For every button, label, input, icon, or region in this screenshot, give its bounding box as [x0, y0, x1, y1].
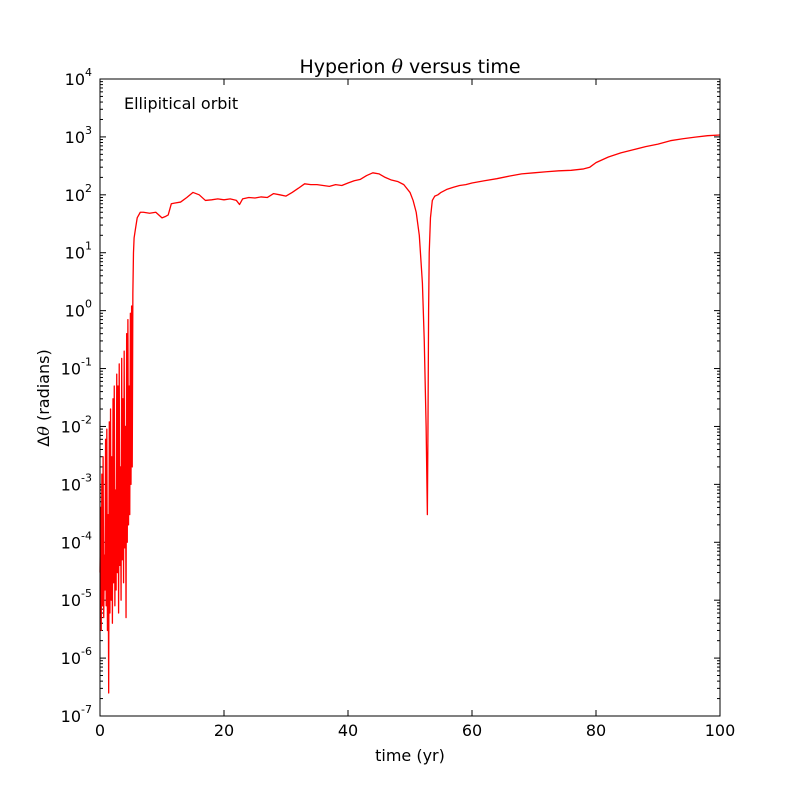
annotation-text: Ellipitical orbit: [124, 94, 238, 113]
plot-frame: [99, 78, 721, 717]
y-tick-label: 10-4: [61, 529, 92, 552]
x-tick-label: 80: [586, 721, 606, 740]
plot-area: [100, 79, 720, 716]
series-line: [99, 134, 721, 694]
y-tick-label: 10-6: [61, 645, 92, 668]
y-tick-label: 100: [65, 298, 92, 321]
y-tick-label: 104: [65, 66, 92, 89]
x-axis-ticks: 0 20 40 60 80 100: [95, 79, 735, 740]
y-tick-label: 10-3: [61, 471, 92, 494]
x-tick-label: 40: [338, 721, 358, 740]
y-tick-label: 10-2: [61, 413, 92, 436]
y-tick-label: 10-7: [61, 703, 92, 726]
x-tick-label: 100: [705, 721, 736, 740]
x-tick-label: 20: [214, 721, 234, 740]
y-tick-label: 103: [65, 124, 92, 147]
x-axis-label: time (yr): [375, 746, 445, 765]
y-tick-label: 102: [65, 182, 92, 205]
y-tick-label: 10-5: [61, 587, 92, 610]
chart-title: Hyperion θ versus time: [299, 56, 520, 78]
y-axis-label: Δθ (radians): [34, 349, 53, 446]
y-tick-label: 10-1: [61, 356, 92, 379]
series-group: [99, 134, 721, 694]
x-tick-label: 60: [462, 721, 482, 740]
x-tick-label: 0: [95, 721, 105, 740]
y-tick-label: 101: [65, 240, 92, 263]
